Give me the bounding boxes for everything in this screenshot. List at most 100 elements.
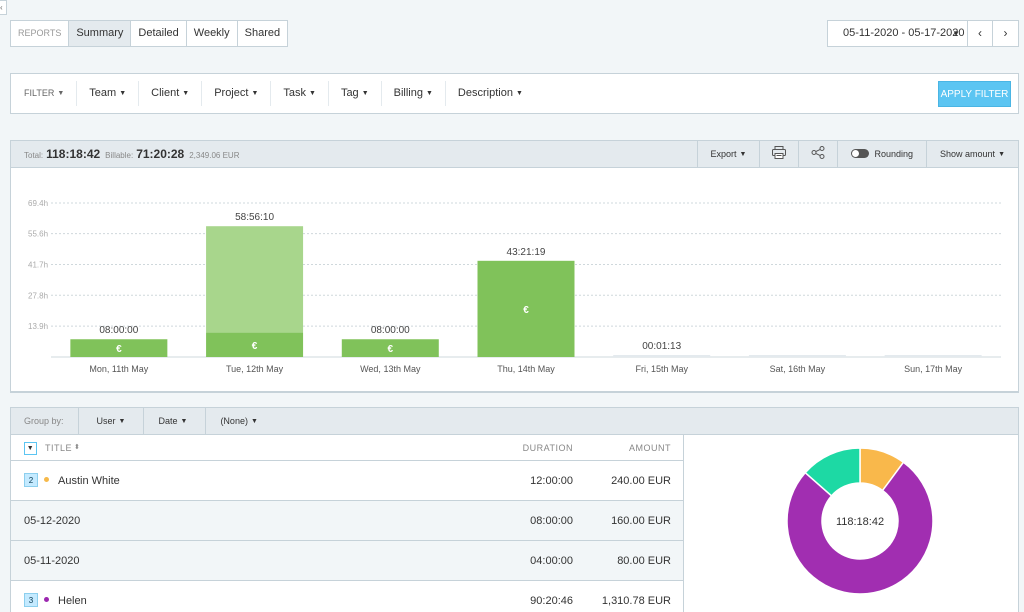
filter-team-label: Team [89, 87, 117, 99]
caret-down-icon: ▼ [119, 90, 127, 97]
chart-panel: Total: 118:18:42 Billable: 71:20:28 2,349.06… [10, 140, 1019, 393]
y-tick-label: 41.7h [28, 260, 48, 269]
x-tick-label: Wed, 13th May [360, 364, 421, 374]
next-week-button[interactable]: › [993, 21, 1018, 46]
caret-down-icon: ▼ [515, 90, 523, 97]
totals: Total: 118:18:42 Billable: 71:20:28 2,349.06… [24, 141, 240, 169]
bar-empty [748, 355, 846, 357]
row-amount: 1,310.78 EUR [601, 595, 671, 607]
tab-shared[interactable]: Shared [244, 27, 281, 39]
export-dropdown[interactable]: Export ▼ [696, 141, 760, 168]
caret-down-icon: ▼ [998, 151, 1005, 158]
user-name: Austin White [58, 475, 120, 487]
sort-icon[interactable]: ⬍ [74, 444, 81, 451]
y-tick-label: 55.6h [28, 230, 48, 239]
donut-slice [786, 461, 934, 595]
total-amount: 2,349.06 EUR [189, 151, 240, 160]
bar-empty [613, 355, 711, 357]
filter-label: FILTER [24, 88, 55, 98]
rounding-toggle[interactable]: Rounding [837, 141, 926, 168]
group-by-user[interactable]: User ▼ [79, 407, 145, 435]
donut-center-label: 118:18:42 [836, 516, 884, 528]
tab-summary[interactable]: Summary [69, 21, 132, 46]
filter-billing-label: Billing [393, 87, 423, 99]
date-range-value: 05-11-2020 - 05-17-2020 [843, 27, 965, 39]
filter-team[interactable]: Team ▼ [77, 81, 140, 106]
billable-value: 71:20:28 [136, 147, 185, 161]
caret-down-icon: ▼ [309, 90, 316, 97]
printer-icon [772, 146, 787, 159]
donut-chart: 118:18:42 [786, 447, 934, 595]
filter-client-label: Client [151, 87, 180, 99]
row-title: 05-11-2020 [24, 555, 80, 567]
x-tick-label: Tue, 12th May [226, 364, 284, 374]
caret-down-icon: ▼ [952, 29, 960, 38]
currency-mark: € [252, 341, 258, 352]
show-amount-label: Show amount [940, 149, 996, 159]
currency-mark: € [388, 344, 394, 355]
reports-label: REPORTS [11, 21, 70, 46]
toggle-switch [851, 149, 870, 158]
date-range-select[interactable]: 05-11-2020 - 05-17-2020 ▼ [828, 21, 968, 46]
filter-dropdown[interactable]: FILTER ▼ [11, 81, 78, 106]
share-icon [811, 146, 825, 159]
donut-slice [804, 447, 861, 497]
table-row[interactable]: 3 Helen 90:20:46 1,310.78 EUR [11, 581, 683, 612]
row-title: 05-12-2020 [24, 515, 81, 527]
column-title[interactable]: TITLE [45, 443, 73, 453]
print-button[interactable] [759, 141, 798, 168]
filter-task-label: Task [283, 87, 306, 99]
filter-task[interactable]: Task ▼ [271, 81, 329, 106]
bar-billable [341, 339, 439, 357]
group-by-date[interactable]: Date ▼ [144, 407, 207, 435]
table-row[interactable]: 2 Austin White 12:00:00 240.00 EUR [11, 461, 683, 501]
table-panel: Group by: User ▼ Date ▼ (None) ▼ ▼ TITLE ⬍ … [10, 407, 1019, 612]
x-tick-label: Fri, 15th May [635, 364, 688, 374]
row-amount: 80.00 EUR [617, 555, 671, 567]
data-label: 43:21:19 [507, 247, 546, 258]
caret-down-icon: ▼ [57, 90, 65, 97]
count-badge: 3 [24, 593, 38, 607]
count-badge: 2 [24, 473, 38, 487]
group-user-label: User [96, 415, 116, 426]
tab-weekly[interactable]: Weekly [187, 21, 238, 46]
rounding-label: Rounding [874, 149, 914, 159]
row-duration: 04:00:00 [530, 555, 573, 567]
group-by-bar: Group by: User ▼ Date ▼ (None) ▼ [11, 407, 1018, 435]
filter-project[interactable]: Project ▼ [202, 81, 272, 106]
expand-all-toggle[interactable]: ▼ [24, 442, 37, 455]
sidebar-toggle[interactable]: ‹ [0, 0, 7, 15]
data-label: 58:56:10 [235, 212, 274, 223]
apply-filter-button[interactable]: APPLY FILTER [938, 81, 1011, 107]
caret-down-icon: ▼ [361, 90, 369, 97]
report-tabs: REPORTS Summary Detailed Weekly Shared [10, 20, 289, 47]
bar-billable [206, 332, 304, 357]
share-button[interactable] [798, 141, 837, 168]
x-tick-label: Sun, 17th May [904, 364, 963, 374]
filter-billing[interactable]: Billing ▼ [382, 81, 446, 106]
prev-week-button[interactable]: ‹ [968, 21, 993, 46]
date-range-picker: 05-11-2020 - 05-17-2020 ▼ ‹ › [827, 20, 1019, 47]
caret-down-icon: ▼ [425, 90, 433, 97]
filter-client[interactable]: Client ▼ [139, 81, 203, 106]
summary-table: ▼ TITLE ⬍ DURATION AMOUNT 2 Austin White … [11, 435, 683, 612]
panel-divider [683, 435, 684, 612]
group-by-none[interactable]: (None) ▼ [206, 408, 271, 435]
user-color-dot [44, 477, 49, 482]
show-amount-dropdown[interactable]: Show amount ▼ [926, 141, 1018, 168]
row-amount: 160.00 EUR [611, 515, 671, 527]
filter-tag[interactable]: Tag ▼ [329, 81, 382, 106]
chart-tools: Export ▼ Rounding Show amount ▼ [696, 141, 1018, 168]
row-duration: 90:20:46 [530, 595, 573, 607]
table-row[interactable]: 05-11-2020 04:00:00 80.00 EUR [11, 541, 683, 581]
row-title: 3 Helen [24, 581, 87, 612]
bar-billable [477, 260, 575, 357]
filter-bar: FILTER ▼ Team ▼ Client ▼ Project ▼ Task ▼ Tag… [10, 73, 1019, 114]
filter-description[interactable]: Description ▼ [446, 81, 535, 106]
y-tick-label: 13.9h [28, 322, 48, 331]
tab-detailed[interactable]: Detailed [131, 21, 187, 46]
column-duration: DURATION [522, 443, 573, 453]
table-row[interactable]: 05-12-2020 08:00:00 160.00 EUR [11, 501, 683, 541]
y-tick-label: 27.8h [28, 291, 48, 300]
data-label: 00:01:13 [642, 341, 681, 352]
